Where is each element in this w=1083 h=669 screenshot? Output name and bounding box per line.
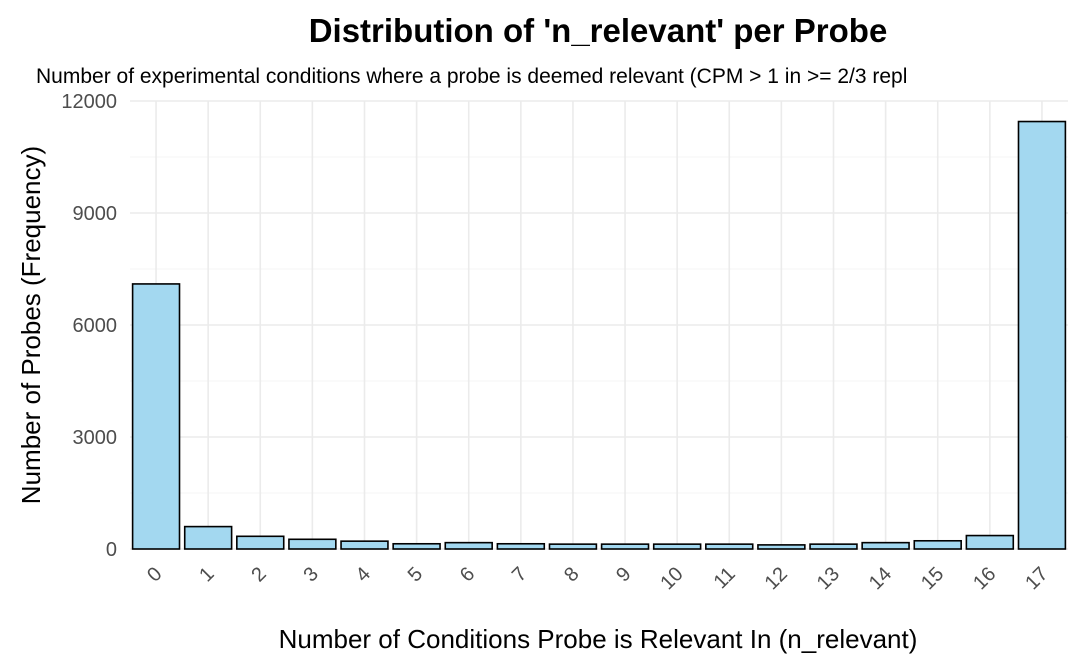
x-tick-label: 0 — [143, 563, 166, 586]
x-tick-labels: 0 1 2 3 4 5 6 7 8 9 10 11 12 13 14 15 16 17 — [143, 563, 1052, 594]
chart-subtitle: Number of experimental conditions where … — [36, 65, 907, 88]
y-tick-label: 12000 — [61, 91, 117, 113]
bar-4 — [340, 540, 389, 550]
bar-10 — [652, 543, 702, 550]
bar-2 — [236, 535, 285, 550]
bar-8 — [548, 543, 598, 550]
x-tick-label: 14 — [865, 563, 896, 594]
x-tick-label: 1 — [195, 563, 218, 586]
x-tick-label: 2 — [247, 563, 270, 586]
x-tick-label: 16 — [969, 563, 1000, 594]
x-tick-label: 10 — [656, 563, 687, 594]
bar-6 — [444, 541, 493, 550]
bar-14 — [861, 541, 910, 550]
y-tick-label: 3000 — [73, 427, 118, 449]
y-tick-labels: 0 3000 6000 9000 12000 — [61, 91, 117, 561]
x-tick-label: 15 — [917, 563, 948, 594]
y-tick-label: 0 — [106, 539, 117, 561]
bar-9 — [600, 543, 650, 550]
bar-0 — [131, 283, 181, 550]
bar-3 — [288, 538, 337, 550]
bars — [131, 120, 1067, 550]
x-tick-label: 3 — [300, 563, 323, 586]
bar-1 — [183, 525, 233, 550]
x-tick-label: 4 — [352, 563, 375, 586]
gridlines — [130, 100, 1068, 550]
y-tick-label: 9000 — [73, 203, 118, 225]
x-tick-label: 13 — [813, 563, 844, 594]
y-tick-label: 6000 — [73, 315, 118, 337]
chart-title: Distribution of 'n_relevant' per Probe — [309, 12, 888, 49]
y-axis-title: Number of Probes (Frequency) — [16, 146, 46, 504]
x-tick-label: 17 — [1021, 563, 1052, 594]
bar-17 — [1017, 120, 1067, 550]
bar-13 — [809, 543, 858, 550]
bar-5 — [392, 542, 441, 550]
bar-7 — [496, 542, 546, 550]
x-tick-label: 5 — [404, 563, 427, 586]
bar-15 — [913, 539, 962, 550]
bar-12 — [757, 544, 806, 550]
bar-16 — [965, 534, 1015, 550]
x-axis-title: Number of Conditions Probe is Relevant I… — [279, 624, 918, 654]
x-tick-label: 8 — [560, 563, 583, 586]
x-tick-label: 12 — [761, 563, 792, 594]
x-tick-label: 9 — [612, 563, 635, 586]
x-tick-label: 6 — [456, 563, 479, 586]
bar-11 — [705, 543, 754, 550]
x-tick-label: 7 — [508, 563, 531, 586]
x-tick-label: 11 — [710, 563, 740, 593]
